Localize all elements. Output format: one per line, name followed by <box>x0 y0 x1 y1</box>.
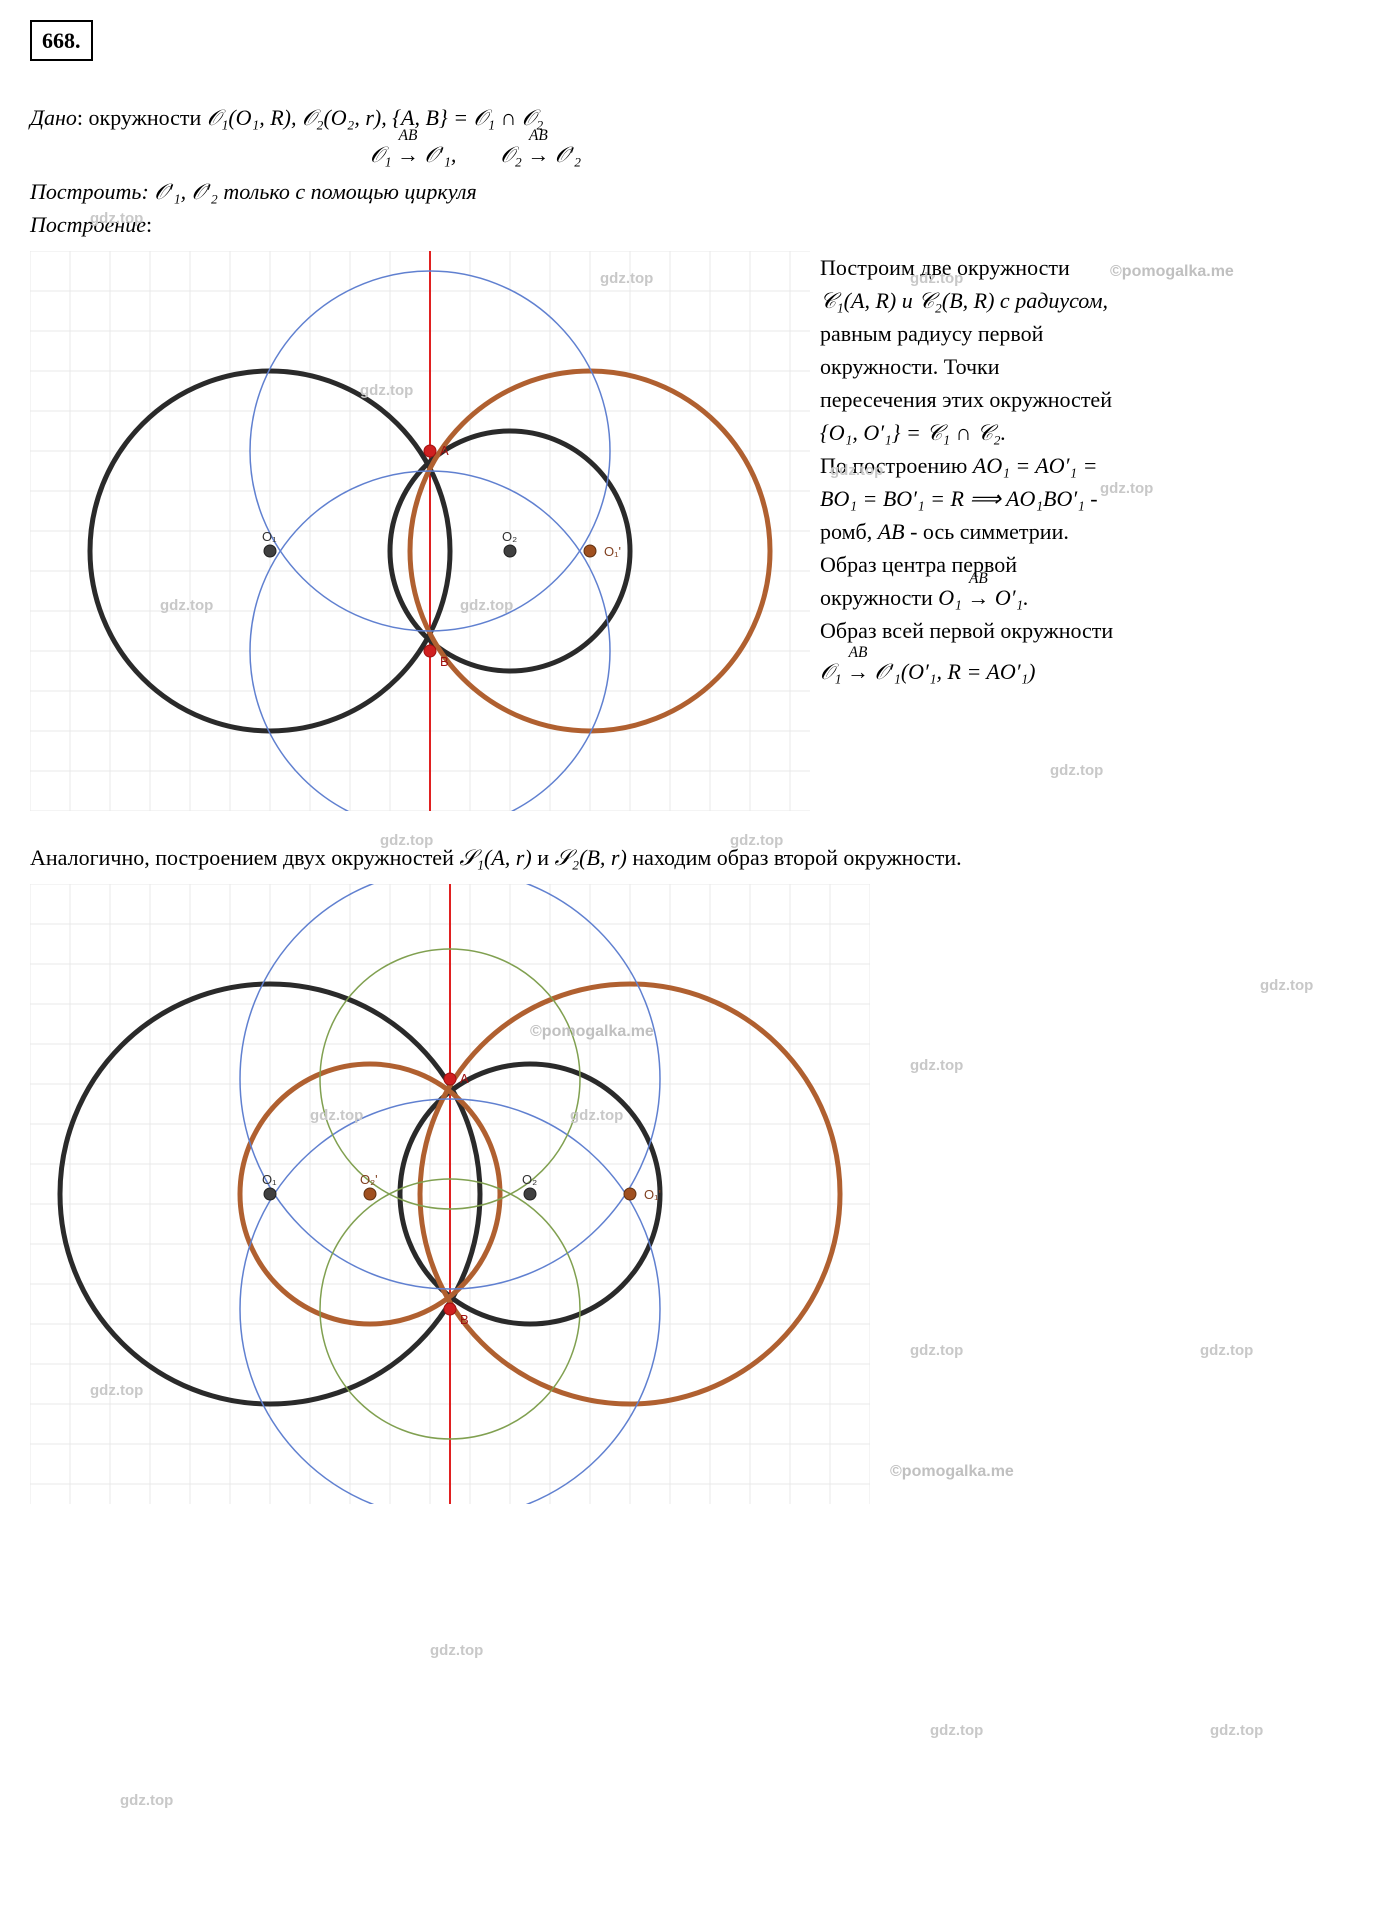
transform-line: 𝒪₁ AB → 𝒪′₁, 𝒪₂ AB → 𝒪′₂ <box>30 138 1370 171</box>
diagram1-row: O₁O₂O₁'AB Построим две окружности 𝒞₁(A, … <box>30 241 1370 821</box>
exp-l10: Образ центра первой <box>820 548 1370 581</box>
diagram2-svg: O₁ O₂ O₁' O₂' A B <box>30 884 870 1504</box>
gdz-watermark: gdz.top <box>1210 1720 1263 1743</box>
t-right-target: 𝒪′₂ <box>555 142 581 167</box>
exp-l11top: AB <box>967 567 989 590</box>
t-arrow-2: AB → <box>527 138 549 171</box>
exp-l11-arrow: AB → <box>967 581 989 614</box>
p2b: 𝒮₁(A, r) <box>459 845 531 870</box>
p2a: Аналогично, построением двух окружностей <box>30 845 459 870</box>
exp-l13-arrow: AB → <box>847 655 869 688</box>
svg-text:B: B <box>460 1312 469 1327</box>
exp-l6m: {O₁, O′₁} = 𝒞₁ ∩ 𝒞₂. <box>820 420 1006 445</box>
construction-label: Построение <box>30 212 146 237</box>
t-top-1: AB <box>397 124 419 147</box>
exp-l13b: 𝒪′₁(O′₁, R = AO′₁) <box>875 659 1036 684</box>
gdz-watermark: gdz.top <box>430 1640 483 1663</box>
given-line: Дано: окружности 𝒪₁(O₁, R), 𝒪₂(O₂, r), {… <box>30 101 1370 134</box>
svg-text:A: A <box>440 443 449 458</box>
svg-text:O₂: O₂ <box>502 529 517 544</box>
exp-l7a: По построению <box>820 453 973 478</box>
exp-l13top: AB <box>847 641 869 664</box>
p2d: 𝒮₂(B, r) <box>554 845 626 870</box>
exp-l2m: 𝒞₁(A, R) и 𝒞₂(B, R) с радиусом, <box>820 288 1108 313</box>
given-label: Дано <box>30 105 77 130</box>
exp-l8m: BO₁ = BO′₁ = R ⟹ AO₁BO′₁ - <box>820 486 1098 511</box>
exp-l6: {O₁, O′₁} = 𝒞₁ ∩ 𝒞₂. <box>820 416 1370 449</box>
exp-l2: 𝒞₁(A, R) и 𝒞₂(B, R) с радиусом, <box>820 284 1370 317</box>
diagram1-svg: O₁ O₂ O₁' A B <box>30 251 810 811</box>
svg-text:O₁: O₁ <box>262 529 277 544</box>
exp-l11: окружности O₁ AB → O′₁. <box>820 581 1370 614</box>
svg-text:A: A <box>460 1071 469 1086</box>
paragraph2: Аналогично, построением двух окружностей… <box>30 841 1370 874</box>
exp-l11b: O₁ <box>938 585 962 610</box>
exp-l9b: AB <box>878 519 905 544</box>
exp-l3: равным радиусу первой <box>820 317 1370 350</box>
t-left-base: 𝒪₁ <box>370 142 392 167</box>
build-text: : 𝒪′₁, 𝒪′₂ только с помощью циркуля <box>141 179 476 204</box>
exp-l13a: 𝒪₁ <box>820 659 842 684</box>
t-spacer <box>462 142 495 167</box>
svg-text:O₂: O₂ <box>522 1172 537 1187</box>
t-arrow-1: AB → <box>397 138 419 171</box>
p2e: находим образ второй окружности. <box>627 845 962 870</box>
given-math: 𝒪₁(O₁, R), 𝒪₂(O₂, r), {A, B} = 𝒪₁ ∩ 𝒪₂ <box>207 105 544 130</box>
explanation-text: Построим две окружности 𝒞₁(A, R) и 𝒞₂(B,… <box>820 241 1370 688</box>
construction-colon: : <box>146 212 152 237</box>
construction-line: Построение: <box>30 208 1370 241</box>
gdz-watermark: gdz.top <box>930 1720 983 1743</box>
exp-l1: Построим две окружности <box>820 251 1370 284</box>
exp-l5: пересечения этих окружностей <box>820 383 1370 416</box>
svg-text:O₁: O₁ <box>262 1172 277 1187</box>
t-right-base: 𝒪₂ <box>500 142 522 167</box>
diagram1-container: O₁ O₂ O₁' A B <box>30 251 810 811</box>
exp-l7: По построению AO₁ = AO′₁ = <box>820 449 1370 482</box>
svg-text:O₂': O₂' <box>360 1172 378 1187</box>
exp-l4: окружности. Точки <box>820 350 1370 383</box>
svg-text:O₁': O₁' <box>644 1187 661 1202</box>
build-label: Построить <box>30 179 141 204</box>
build-line: Построить: 𝒪′₁, 𝒪′₂ только с помощью цир… <box>30 175 1370 208</box>
exp-l11a: окружности <box>820 585 938 610</box>
page: 668. Дано: окружности 𝒪₁(O₁, R), 𝒪₂(O₂, … <box>30 20 1370 1504</box>
exp-l7b: AO₁ = AO′₁ = <box>973 453 1098 478</box>
given-text: : окружности <box>77 105 207 130</box>
p2c: и <box>532 845 555 870</box>
problem-number: 668. <box>30 20 93 61</box>
t-top-2: AB <box>527 124 549 147</box>
exp-l13: 𝒪₁ AB → 𝒪′₁(O′₁, R = AO′₁) <box>820 655 1370 688</box>
exp-l11c: O′₁. <box>995 585 1029 610</box>
gdz-watermark: gdz.top <box>120 1790 173 1813</box>
exp-l12: Образ всей первой окружности <box>820 614 1370 647</box>
exp-l9: ромб, AB - ось симметрии. <box>820 515 1370 548</box>
svg-text:O₁': O₁' <box>604 544 621 559</box>
exp-l9c: - ось симметрии. <box>905 519 1069 544</box>
svg-text:B: B <box>440 654 449 669</box>
t-left-target: 𝒪′₁, <box>425 142 457 167</box>
exp-l9a: ромб, <box>820 519 878 544</box>
diagram2-container: O₁ O₂ O₁' O₂' A B <box>30 884 1370 1504</box>
exp-l8: BO₁ = BO′₁ = R ⟹ AO₁BO′₁ - <box>820 482 1370 515</box>
